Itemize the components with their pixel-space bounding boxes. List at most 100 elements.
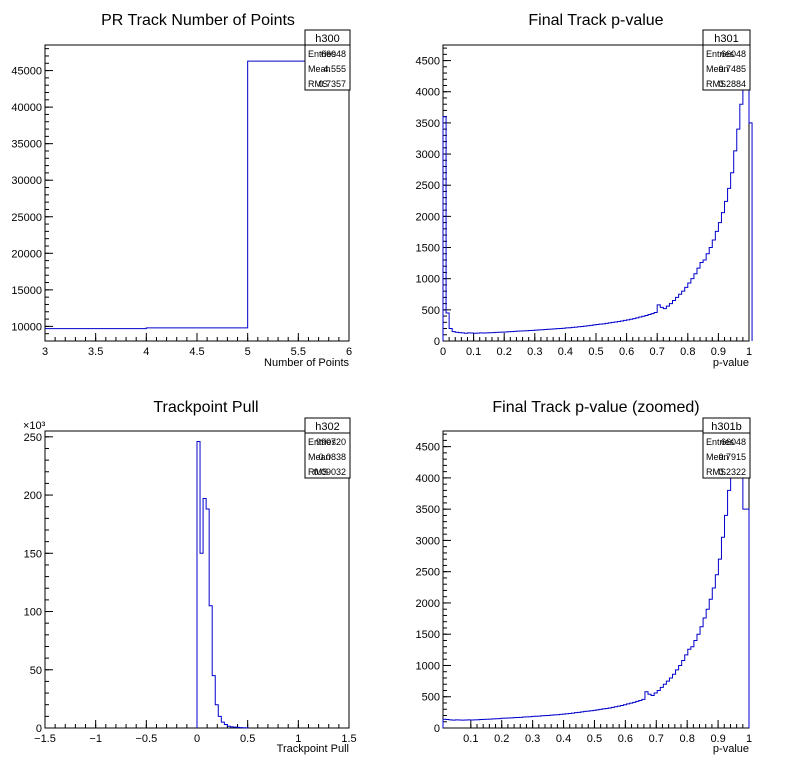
x-axis-label: Trackpoint Pull (277, 743, 349, 755)
x-tick-label: 0.9 (711, 346, 726, 358)
y-tick-label: 0 (36, 723, 42, 735)
y-tick-label: 45000 (11, 66, 42, 78)
histogram-series (45, 60, 349, 330)
stats-label: Entries (308, 49, 337, 59)
stats-label: RMS (308, 467, 328, 477)
stats-value: 0.09032 (313, 467, 346, 477)
x-tick-label: 0.9 (710, 733, 725, 745)
y-tick-label: 50 (30, 665, 42, 677)
stats-value: 0.2322 (718, 467, 746, 477)
x-tick-label: 3.5 (88, 346, 103, 358)
y-tick-label: 4000 (416, 87, 440, 99)
chart-panel-4: Final Track p-value (zoomed) 0.1 0.2 0.3 0.4… (416, 399, 753, 755)
x-axis-label: Number of Points (264, 357, 349, 369)
y-tick-label: 40000 (11, 102, 42, 114)
y-tick-label: 4500 (416, 442, 440, 454)
y-tick-label: 150 (24, 548, 42, 560)
y-tick-label: 1000 (416, 660, 440, 672)
x-tick-label: 0.4 (556, 733, 571, 745)
x-axis-label: p-value (713, 743, 749, 755)
y-tick-label: 25000 (11, 212, 42, 224)
y-tick-label: 500 (422, 692, 440, 704)
x-tick-label: 0.8 (680, 733, 695, 745)
stats-value: 0.7485 (718, 64, 746, 74)
stats-box (702, 417, 751, 479)
y-tick-label: 3500 (416, 118, 440, 130)
stats-name: h301b (711, 421, 742, 433)
x-tick-label: 1 (295, 733, 301, 745)
chart-title: Final Track p-value (528, 12, 663, 29)
stats-value: 990720 (316, 437, 346, 447)
stats-box (304, 29, 351, 91)
x-tick-label: 4 (143, 346, 149, 358)
y-tick-label: 3000 (416, 149, 440, 161)
x-tick-label: −0.5 (135, 733, 157, 745)
y-tick-label: 2000 (416, 211, 440, 223)
x-tick-label: 0.6 (619, 346, 634, 358)
x-tick-label: 0.2 (494, 733, 509, 745)
stats-label: Mean (706, 64, 729, 74)
y-tick-label: 100 (24, 607, 42, 619)
x-tick-label: 1 (746, 733, 752, 745)
stats-value: 0.0838 (318, 452, 346, 462)
x-tick-label: 0 (440, 346, 446, 358)
x-tick-label: 0.3 (525, 733, 540, 745)
chart-title: Final Track p-value (zoomed) (492, 399, 699, 416)
y-tick-label: 0 (434, 336, 440, 348)
x-tick-label: 0.2 (497, 346, 512, 358)
y-tick-label: 2500 (416, 180, 440, 192)
x-tick-label: 0.1 (463, 733, 478, 745)
chart-panel-2: Final Track p-value 0 0.1 0.2 0.3 0.4 0.5 0.6 0.… (416, 12, 753, 369)
y-exponent-label: ×10³ (23, 420, 46, 432)
y-tick-label: 1500 (416, 243, 440, 255)
stats-name: h302 (315, 421, 339, 433)
y-tick-label: 4500 (416, 56, 440, 68)
y-tick-label: 4000 (416, 473, 440, 485)
y-tick-label: 3500 (416, 504, 440, 516)
stats-label: Mean (706, 452, 729, 462)
stats-label: RMS (706, 79, 726, 89)
y-tick-label: 20000 (11, 248, 42, 260)
stats-value: 66048 (721, 49, 746, 59)
y-tick-label: 10000 (11, 321, 42, 333)
x-tick-label: 0.4 (558, 346, 573, 358)
x-tick-label: 0.8 (680, 346, 695, 358)
stats-name: h301 (714, 33, 738, 45)
x-tick-label: 0.3 (527, 346, 542, 358)
plot-frame (44, 44, 350, 342)
stats-box (304, 417, 351, 479)
stats-label: Entries (706, 437, 735, 447)
x-tick-label: −1.5 (34, 733, 56, 745)
stats-box (702, 29, 751, 91)
stats-label: RMS (308, 79, 328, 89)
x-tick-label: 6 (346, 346, 352, 358)
x-axis-label: p-value (713, 357, 749, 369)
x-tick-label: 0.7 (650, 346, 665, 358)
stats-value: 66048 (721, 437, 746, 447)
x-tick-label: 1.5 (341, 733, 356, 745)
stats-label: RMS (706, 467, 726, 477)
x-tick-label: 3 (42, 346, 48, 358)
x-tick-label: 4.5 (189, 346, 204, 358)
y-tick-label: 0 (434, 723, 440, 735)
x-tick-label: 1 (746, 346, 752, 358)
stats-value: 4.555 (323, 64, 346, 74)
histogram-series (196, 440, 250, 729)
chart-panel-1: PR Track Number of Points 3 3.5 4 4.5 5 5.5 6 10… (11, 12, 352, 369)
stats-label: Entries (308, 437, 337, 447)
histogram-series (442, 439, 750, 728)
chart-panel-3: Trackpoint Pull −1.5 −1 −0.5 0 0.5 1 1.5 0 50 100 1… (23, 399, 357, 755)
x-tick-label: 0.5 (588, 346, 603, 358)
x-tick-label: 0 (194, 733, 200, 745)
stats-value: 66048 (321, 49, 346, 59)
x-tick-label: 0.5 (587, 733, 602, 745)
y-tick-label: 1000 (416, 274, 440, 286)
x-tick-label: −1 (89, 733, 102, 745)
y-tick-label: 35000 (11, 139, 42, 151)
x-tick-label: 5.5 (291, 346, 306, 358)
stats-label: Mean (308, 64, 331, 74)
y-tick-label: 500 (422, 305, 440, 317)
y-tick-label: 1500 (416, 629, 440, 641)
stats-value: 0.7357 (318, 79, 346, 89)
